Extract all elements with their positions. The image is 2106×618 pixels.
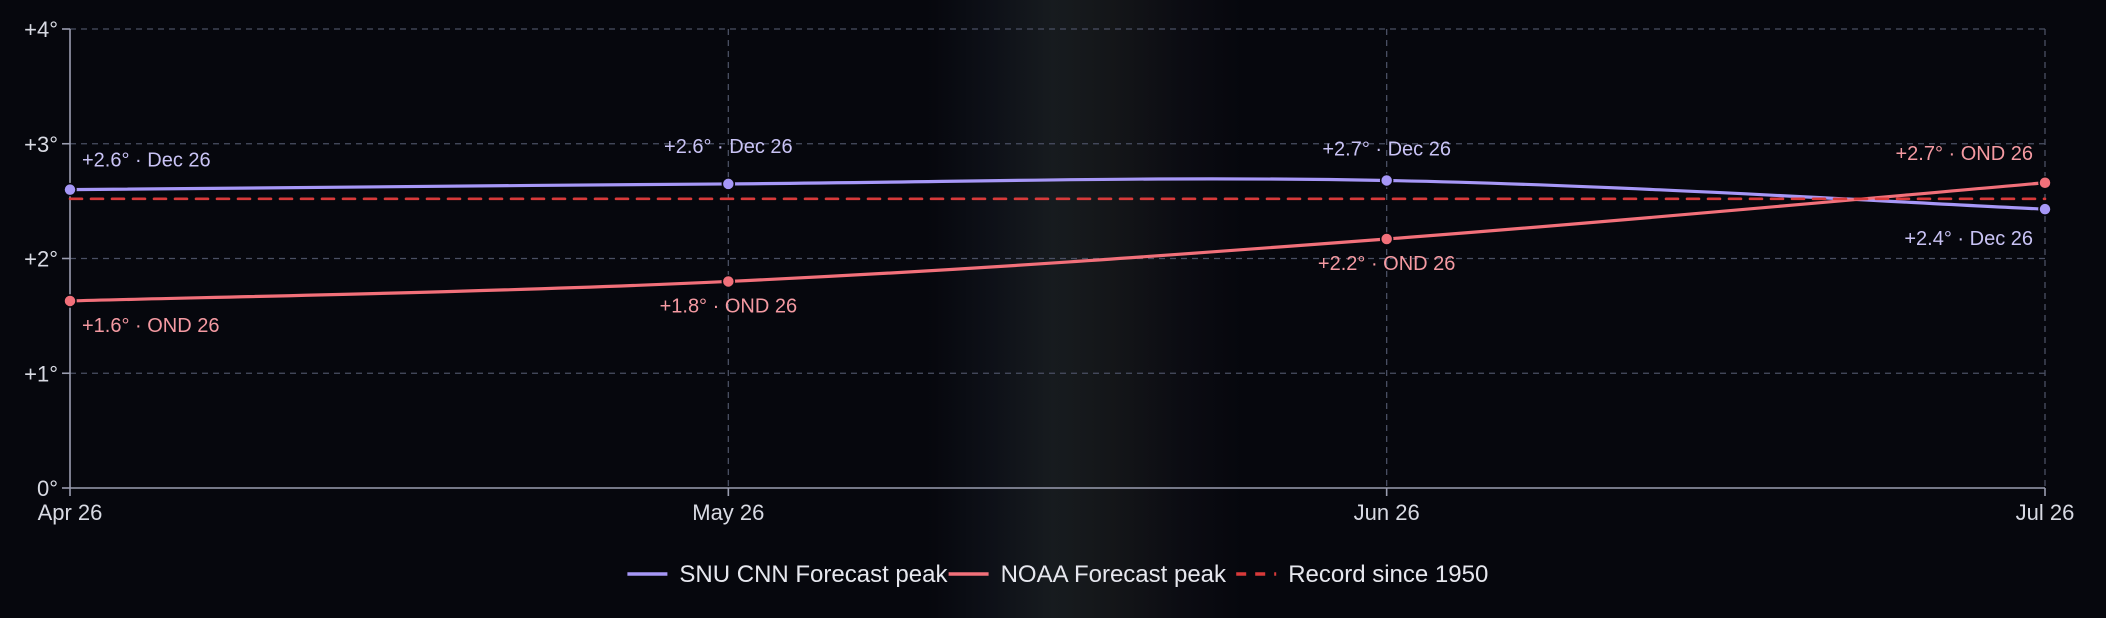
legend-label: SNU CNN Forecast peak — [679, 561, 948, 588]
series-line-0 — [68, 177, 2047, 211]
data-label: +1.6° · OND 26 — [82, 315, 220, 337]
series-lines — [68, 177, 2047, 303]
y-tick-label: +4° — [24, 17, 58, 42]
legend: SNU CNN Forecast peak NOAA Forecast peak R… — [627, 561, 1488, 588]
legend-item-1[interactable]: NOAA Forecast peak — [948, 561, 1227, 588]
x-tick-label: May 26 — [692, 500, 764, 525]
y-tick-label: 0° — [37, 476, 58, 501]
data-point[interactable] — [1379, 232, 1394, 246]
data-point[interactable] — [1379, 173, 1394, 188]
x-tick-label: Apr 26 — [38, 500, 103, 525]
data-point[interactable] — [63, 182, 77, 197]
y-tick-label: +2° — [24, 247, 58, 272]
data-label: +2.2° · OND 26 — [1318, 253, 1456, 275]
data-label: +2.7° · OND 26 — [1896, 143, 2034, 165]
series-line-1 — [68, 181, 2047, 303]
x-tick-label: Jun 26 — [1354, 500, 1420, 525]
x-tick-label: Jul 26 — [2016, 500, 2075, 525]
y-tick-label: +3° — [24, 132, 58, 157]
legend-item-0[interactable]: SNU CNN Forecast peak — [627, 561, 948, 588]
legend-label: NOAA Forecast peak — [1001, 561, 1227, 588]
data-label: +2.7° · Dec 26 — [1322, 138, 1451, 160]
legend-label: Record since 1950 — [1288, 561, 1488, 588]
series-points — [63, 173, 2052, 308]
data-point[interactable] — [721, 274, 736, 289]
data-point[interactable] — [2038, 202, 2052, 216]
data-point[interactable] — [721, 177, 736, 191]
data-label: +2.4° · Dec 26 — [1904, 228, 2033, 250]
data-point[interactable] — [63, 294, 77, 308]
data-point[interactable] — [2038, 176, 2052, 190]
data-label: +2.6° · Dec 26 — [664, 136, 793, 158]
grid — [70, 28, 2046, 488]
data-label: +1.8° · OND 26 — [660, 295, 798, 317]
axes — [69, 29, 2045, 489]
y-axis-ticks: 0° +1° +2° +3° +4° — [24, 17, 70, 501]
x-axis-ticks: Apr 26 May 26 Jun 26 Jul 26 — [38, 488, 2075, 525]
y-tick-label: +1° — [24, 361, 58, 386]
data-labels: +2.6° · Dec 26 +2.6° · Dec 26 +2.7° · Dec … — [82, 136, 2033, 337]
data-label: +2.6° · Dec 26 — [82, 150, 211, 172]
legend-item-2[interactable]: Record since 1950 — [1236, 561, 1488, 588]
